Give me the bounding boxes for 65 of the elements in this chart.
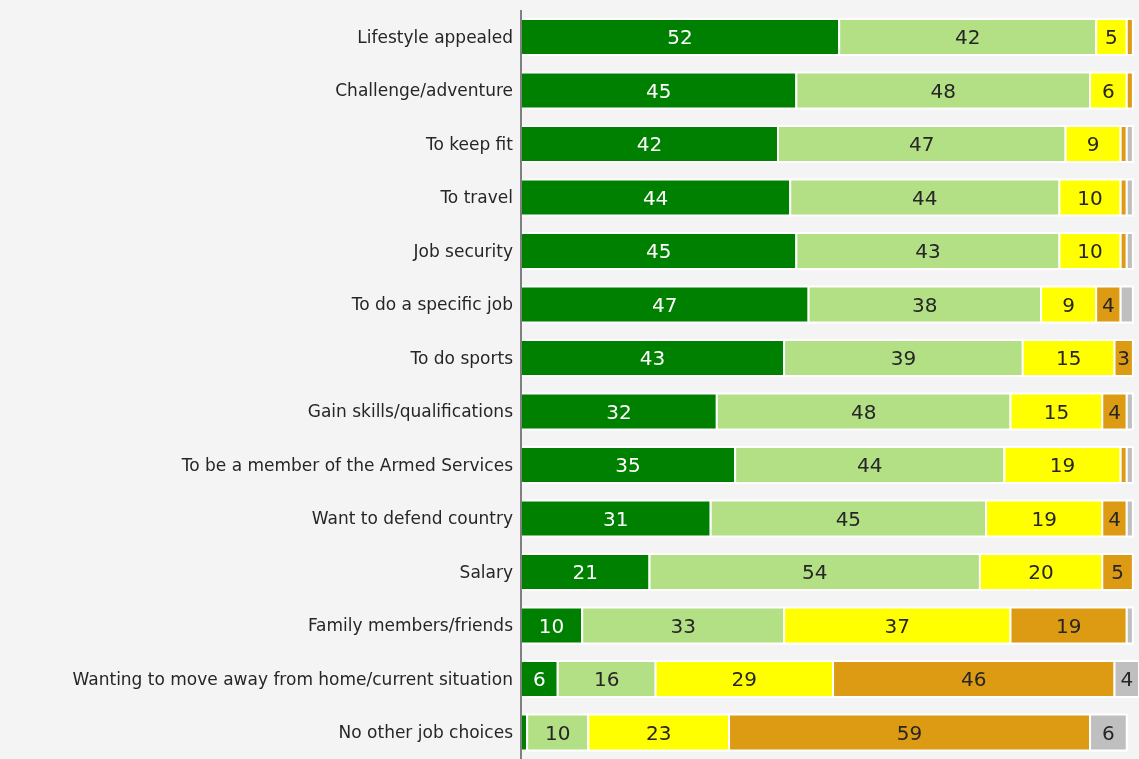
data-label: 20 — [1028, 560, 1054, 584]
data-label: 10 — [538, 613, 565, 638]
data-label: 52 — [667, 25, 693, 49]
data-label: 5 — [1111, 560, 1124, 584]
data-label: 59 — [896, 720, 923, 745]
data-label: 5 — [1105, 25, 1118, 49]
data-label: 3 — [1117, 346, 1131, 370]
data-label: 32 — [606, 399, 632, 424]
data-label: 29 — [731, 667, 758, 691]
y-tick-label: Want to defend country — [311, 508, 513, 529]
data-label: 6 — [532, 667, 546, 691]
data-label: 10 — [1077, 185, 1103, 210]
data-label: 42 — [636, 132, 663, 156]
data-label: 31 — [603, 506, 629, 531]
y-tick-label: To travel — [439, 187, 513, 208]
data-label: 6 — [1102, 720, 1115, 745]
data-label: 9 — [1062, 292, 1075, 317]
data-label: 47 — [652, 292, 678, 317]
y-tick-label: To be a member of the Armed Services — [180, 454, 514, 475]
data-label: 44 — [642, 185, 669, 210]
data-label: 37 — [884, 613, 911, 638]
data-label: 10 — [544, 720, 571, 745]
data-label: 4 — [1108, 399, 1121, 424]
y-tick-label: Lifestyle appealed — [357, 26, 513, 47]
y-tick-label: Family members/friends — [307, 615, 514, 636]
data-label: 6 — [1102, 78, 1115, 103]
data-label: 45 — [645, 239, 672, 263]
data-label: 23 — [645, 720, 672, 745]
data-label: 45 — [835, 506, 862, 531]
data-label: 43 — [915, 239, 941, 263]
data-label: 4 — [1108, 506, 1121, 531]
y-tick-label: No other job choices — [338, 722, 514, 743]
data-label: 47 — [909, 132, 935, 156]
y-tick-label: Challenge/adventure — [335, 80, 513, 101]
y-tick-label: Gain skills/qualifications — [307, 401, 514, 422]
data-label: 46 — [961, 667, 987, 691]
y-tick-label: To do a specific job — [350, 294, 513, 315]
data-label: 19 — [1031, 506, 1057, 531]
data-label: 44 — [857, 453, 883, 477]
data-label: 33 — [670, 613, 696, 638]
data-label: 44 — [912, 185, 938, 210]
y-tick-label: To do sports — [409, 347, 514, 368]
data-label: 38 — [912, 292, 938, 317]
data-label: 4 — [1120, 667, 1134, 691]
data-label: 35 — [615, 453, 641, 477]
data-label: 16 — [593, 667, 620, 691]
y-tick-label: Job security — [412, 240, 513, 261]
data-label: 4 — [1102, 292, 1115, 317]
data-label: 15 — [1043, 399, 1070, 424]
data-label: 54 — [801, 560, 828, 584]
data-label: 19 — [1049, 453, 1076, 477]
data-label: 48 — [850, 399, 877, 424]
data-label: 9 — [1086, 132, 1100, 156]
y-tick-label: To keep fit — [424, 133, 514, 154]
y-tick-label: Wanting to move away from home/current situation — [72, 668, 513, 689]
data-label: 43 — [639, 346, 666, 370]
data-label: 39 — [890, 346, 917, 370]
data-label: 48 — [930, 78, 956, 103]
y-tick-label: Salary — [459, 561, 513, 582]
data-label: 42 — [954, 25, 981, 49]
data-label: 19 — [1055, 613, 1082, 638]
data-label: 10 — [1077, 239, 1103, 263]
data-label: 15 — [1055, 346, 1082, 370]
data-label: 21 — [572, 560, 598, 584]
data-label: 45 — [645, 78, 672, 103]
